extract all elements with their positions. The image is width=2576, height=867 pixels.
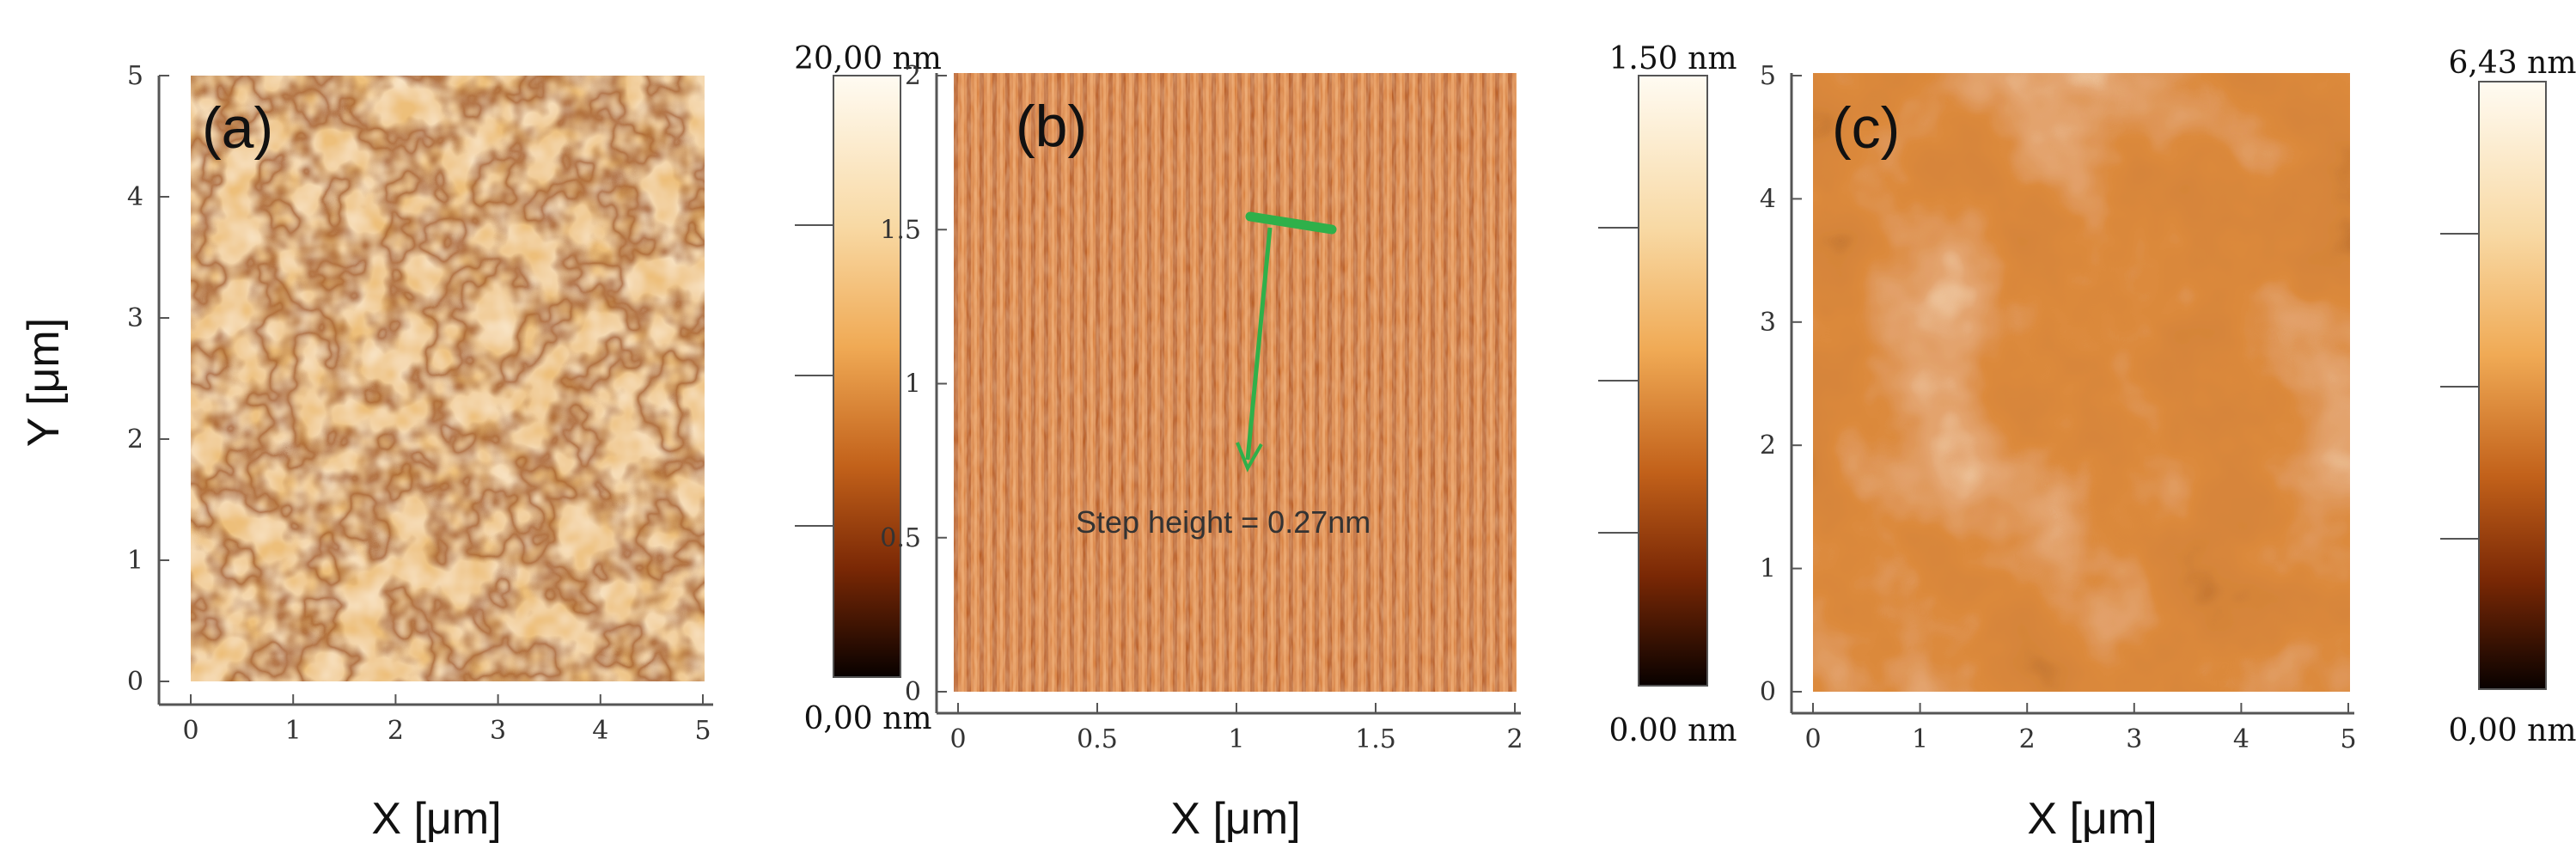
x-tick-label-c: 2 xyxy=(2019,724,2036,754)
colorbar-max-c: 6,43 nm xyxy=(2449,46,2576,81)
y-tick-label-b: 1 xyxy=(905,369,921,400)
colorbar-min-c: 0,00 nm xyxy=(2449,713,2576,748)
y-tick-label-a: 4 xyxy=(127,182,143,212)
y-tick-label-c: 3 xyxy=(1760,308,1776,338)
x-axis-label-c: X [μm] xyxy=(2027,794,2157,844)
x-tick-label-b: 2 xyxy=(1506,724,1523,754)
panel-b: 0 0.5 1 1.5 2 0 0.5 1 1.5 2 (b) X [μm] Step heigh… xyxy=(880,41,1737,844)
colorbar-b xyxy=(1638,75,1708,687)
x-tick-label-a: 2 xyxy=(388,716,404,746)
y-tick-label-c: 4 xyxy=(1760,184,1776,214)
x-tick-label-a: 0 xyxy=(182,716,198,746)
y-tick-label-a: 3 xyxy=(127,303,143,333)
y-tick-label-a: 5 xyxy=(127,61,143,91)
panel-a: 0 1 2 3 4 5 0 1 2 3 4 5 (a) X [μm] 20,00 nm 0,00 nm xyxy=(127,41,942,844)
panel-label-a: (a) xyxy=(202,95,273,161)
panel-c: 0 1 2 3 4 5 0 1 2 3 4 5 (c) X [μm] 6,43 nm 0,00 nm xyxy=(1760,46,2576,844)
x-tick-label-c: 1 xyxy=(1912,724,1928,754)
step-arrow xyxy=(1245,227,1273,461)
afm-image-b xyxy=(954,73,1517,692)
x-tick-label-c: 5 xyxy=(2340,724,2356,754)
x-tick-label-b: 1.5 xyxy=(1355,724,1396,754)
y-tick-label-c: 2 xyxy=(1760,430,1776,461)
x-tick-label-a: 4 xyxy=(592,716,608,746)
step-arrow-head xyxy=(1236,442,1263,473)
afm-image-a xyxy=(191,76,705,681)
x-tick-label-a: 1 xyxy=(285,716,302,746)
x-tick-label-a: 5 xyxy=(694,716,711,746)
x-tick-label-c: 3 xyxy=(2126,724,2142,754)
y-tick-label-b: 1.5 xyxy=(880,215,921,245)
colorbar-max-a: 20,00 nm xyxy=(794,41,942,76)
y-tick-label-c: 0 xyxy=(1760,677,1776,707)
y-tick-label-b: 2 xyxy=(905,61,921,91)
y-tick-label-a: 1 xyxy=(127,546,143,576)
x-tick-label-c: 0 xyxy=(1804,724,1821,754)
panel-label-b: (b) xyxy=(1016,94,1087,159)
x-axis-label-a: X [μm] xyxy=(371,794,501,844)
x-tick-label-b: 1 xyxy=(1228,724,1244,754)
x-axis-label-b: X [μm] xyxy=(1170,794,1300,844)
step-line xyxy=(1245,211,1337,235)
x-tick-label-c: 4 xyxy=(2233,724,2249,754)
colorbar-c xyxy=(2478,81,2547,690)
colorbar-min-b: 0.00 nm xyxy=(1609,713,1737,748)
y-tick-label-b: 0.5 xyxy=(880,523,921,553)
afm-image-c xyxy=(1813,73,2350,692)
y-axis-label: Y [μm] xyxy=(19,318,69,447)
x-tick-label-b: 0.5 xyxy=(1077,724,1118,754)
x-tick-label-a: 3 xyxy=(490,716,506,746)
x-tick-label-b: 0 xyxy=(949,724,966,754)
y-tick-label-c: 1 xyxy=(1760,554,1776,584)
colorbar-min-a: 0,00 nm xyxy=(804,701,932,736)
y-tick-label-c: 5 xyxy=(1760,61,1776,91)
panel-label-c: (c) xyxy=(1832,95,1900,161)
y-tick-label-a: 2 xyxy=(127,424,143,455)
y-tick-label-a: 0 xyxy=(127,667,143,697)
y-tick-label-b: 0 xyxy=(905,677,921,707)
colorbar-max-b: 1.50 nm xyxy=(1609,41,1737,76)
step-height-annotation: Step height = 0.27nm xyxy=(1076,504,1370,540)
colorbar-a xyxy=(833,75,901,678)
